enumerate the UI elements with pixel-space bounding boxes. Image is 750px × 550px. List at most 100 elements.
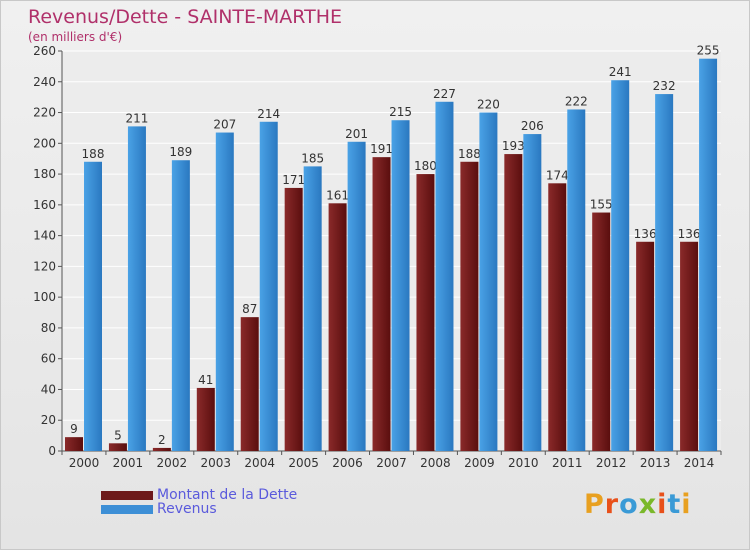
- logo-letter: i: [681, 489, 692, 520]
- y-tick-label: 0: [48, 444, 56, 458]
- bar-dette: [108, 443, 127, 451]
- x-tick-label: 2005: [288, 456, 319, 470]
- proxiti-logo: Proxiti: [584, 489, 692, 520]
- y-tick-label: 180: [33, 167, 56, 181]
- y-tick-label: 120: [33, 259, 56, 273]
- bar-revenus: [171, 160, 190, 451]
- data-label-revenus: 207: [213, 118, 236, 132]
- data-label-dette: 174: [546, 168, 569, 182]
- bar-dette: [504, 154, 523, 452]
- bar-dette: [460, 161, 479, 451]
- data-label-dette: 9: [70, 422, 78, 436]
- bar-revenus: [84, 161, 102, 451]
- bar-revenus: [127, 126, 146, 451]
- legend-label-dette: Montant de la Dette: [157, 487, 298, 503]
- bar-revenus: [479, 112, 498, 452]
- data-label-dette: 87: [242, 302, 257, 316]
- logo-letter: o: [619, 489, 639, 520]
- bar-revenus: [523, 134, 542, 452]
- data-label-revenus: 220: [477, 98, 500, 112]
- bar-dette: [416, 174, 435, 452]
- x-tick-label: 2007: [376, 456, 407, 470]
- data-label-revenus: 189: [169, 145, 192, 159]
- y-tick-label: 60: [41, 352, 56, 366]
- data-label-revenus: 222: [565, 94, 588, 108]
- data-label-dette: 41: [198, 373, 213, 387]
- y-tick-label: 200: [33, 136, 56, 150]
- data-label-revenus: 241: [609, 65, 632, 79]
- y-tick-label: 260: [33, 44, 56, 58]
- bar-dette: [592, 212, 611, 451]
- bar-chart: 0 20 40 60 80 100 120 140 160 180 200 220 240 260 2000…: [33, 44, 722, 470]
- bar-revenus: [699, 58, 718, 451]
- x-tick-label: 2008: [420, 456, 451, 470]
- bar-dette: [636, 241, 655, 451]
- data-label-revenus: 201: [345, 127, 368, 141]
- logo-letter: x: [638, 489, 658, 520]
- x-tick-label: 2002: [157, 456, 188, 470]
- x-tick-label: 2006: [332, 456, 363, 470]
- chart-title: Revenus/Dette - SAINTE-MARTHE: [28, 6, 343, 28]
- y-tick-label: 20: [41, 413, 56, 427]
- plot-area: [62, 51, 721, 451]
- x-tick-label: 2004: [244, 456, 275, 470]
- bar-revenus: [215, 132, 234, 452]
- legend-swatch-dette: [101, 490, 153, 500]
- bar-revenus: [611, 80, 630, 451]
- bar-dette: [328, 203, 347, 451]
- data-label-revenus: 232: [653, 79, 676, 93]
- data-label-revenus: 227: [433, 87, 456, 101]
- x-tick-label: 2013: [640, 456, 671, 470]
- bar-dette: [284, 187, 303, 451]
- data-label-revenus: 214: [257, 107, 280, 121]
- data-label-dette: 191: [370, 142, 393, 156]
- data-label-dette: 2: [158, 433, 166, 447]
- data-label-dette: 155: [590, 198, 613, 212]
- logo-letter: t: [667, 489, 682, 520]
- x-tick-label: 2003: [200, 456, 231, 470]
- bar-revenus: [435, 101, 454, 452]
- data-label-dette: 188: [458, 147, 481, 161]
- data-label-revenus: 215: [389, 105, 412, 119]
- x-tick-label: 2012: [596, 456, 627, 470]
- data-label-revenus: 206: [521, 119, 544, 133]
- bar-dette: [196, 387, 215, 451]
- legend-swatch-revenus: [101, 504, 153, 514]
- data-label-revenus: 188: [82, 147, 105, 161]
- x-tick-label: 2000: [69, 456, 100, 470]
- chart-subtitle: (en milliers d'€): [28, 30, 123, 44]
- x-tick-label: 2014: [684, 456, 715, 470]
- y-tick-label: 240: [33, 75, 56, 89]
- data-label-revenus: 255: [697, 44, 720, 58]
- bar-revenus: [347, 141, 366, 451]
- bar-revenus: [655, 94, 674, 452]
- bar-dette: [548, 183, 567, 452]
- bar-dette: [240, 317, 259, 451]
- y-tick-label: 140: [33, 229, 56, 243]
- logo-letter: P: [584, 489, 605, 520]
- x-tick-label: 2011: [552, 456, 583, 470]
- legend-label-revenus: Revenus: [157, 501, 217, 517]
- y-tick-label: 220: [33, 106, 56, 120]
- data-label-revenus: 185: [301, 151, 324, 165]
- data-label-dette: 5: [114, 428, 122, 442]
- y-tick-label: 80: [41, 321, 56, 335]
- bar-revenus: [303, 166, 322, 451]
- legend-item-revenus: Revenus: [101, 501, 217, 517]
- data-label-dette: 171: [282, 173, 305, 187]
- bar-revenus: [567, 109, 586, 451]
- legend-item-dette: Montant de la Dette: [101, 487, 297, 503]
- y-tick-label: 160: [33, 198, 56, 212]
- bar-dette: [680, 241, 699, 451]
- data-label-dette: 136: [678, 227, 701, 241]
- bar-dette: [152, 447, 171, 451]
- x-tick-label: 2001: [113, 456, 144, 470]
- bar-dette: [372, 157, 391, 451]
- data-label-revenus: 211: [125, 111, 148, 125]
- y-tick-label: 100: [33, 290, 56, 304]
- data-label-dette: 180: [414, 159, 437, 173]
- y-tick-label: 40: [41, 382, 56, 396]
- data-label-dette: 193: [502, 139, 525, 153]
- x-tick-label: 2010: [508, 456, 539, 470]
